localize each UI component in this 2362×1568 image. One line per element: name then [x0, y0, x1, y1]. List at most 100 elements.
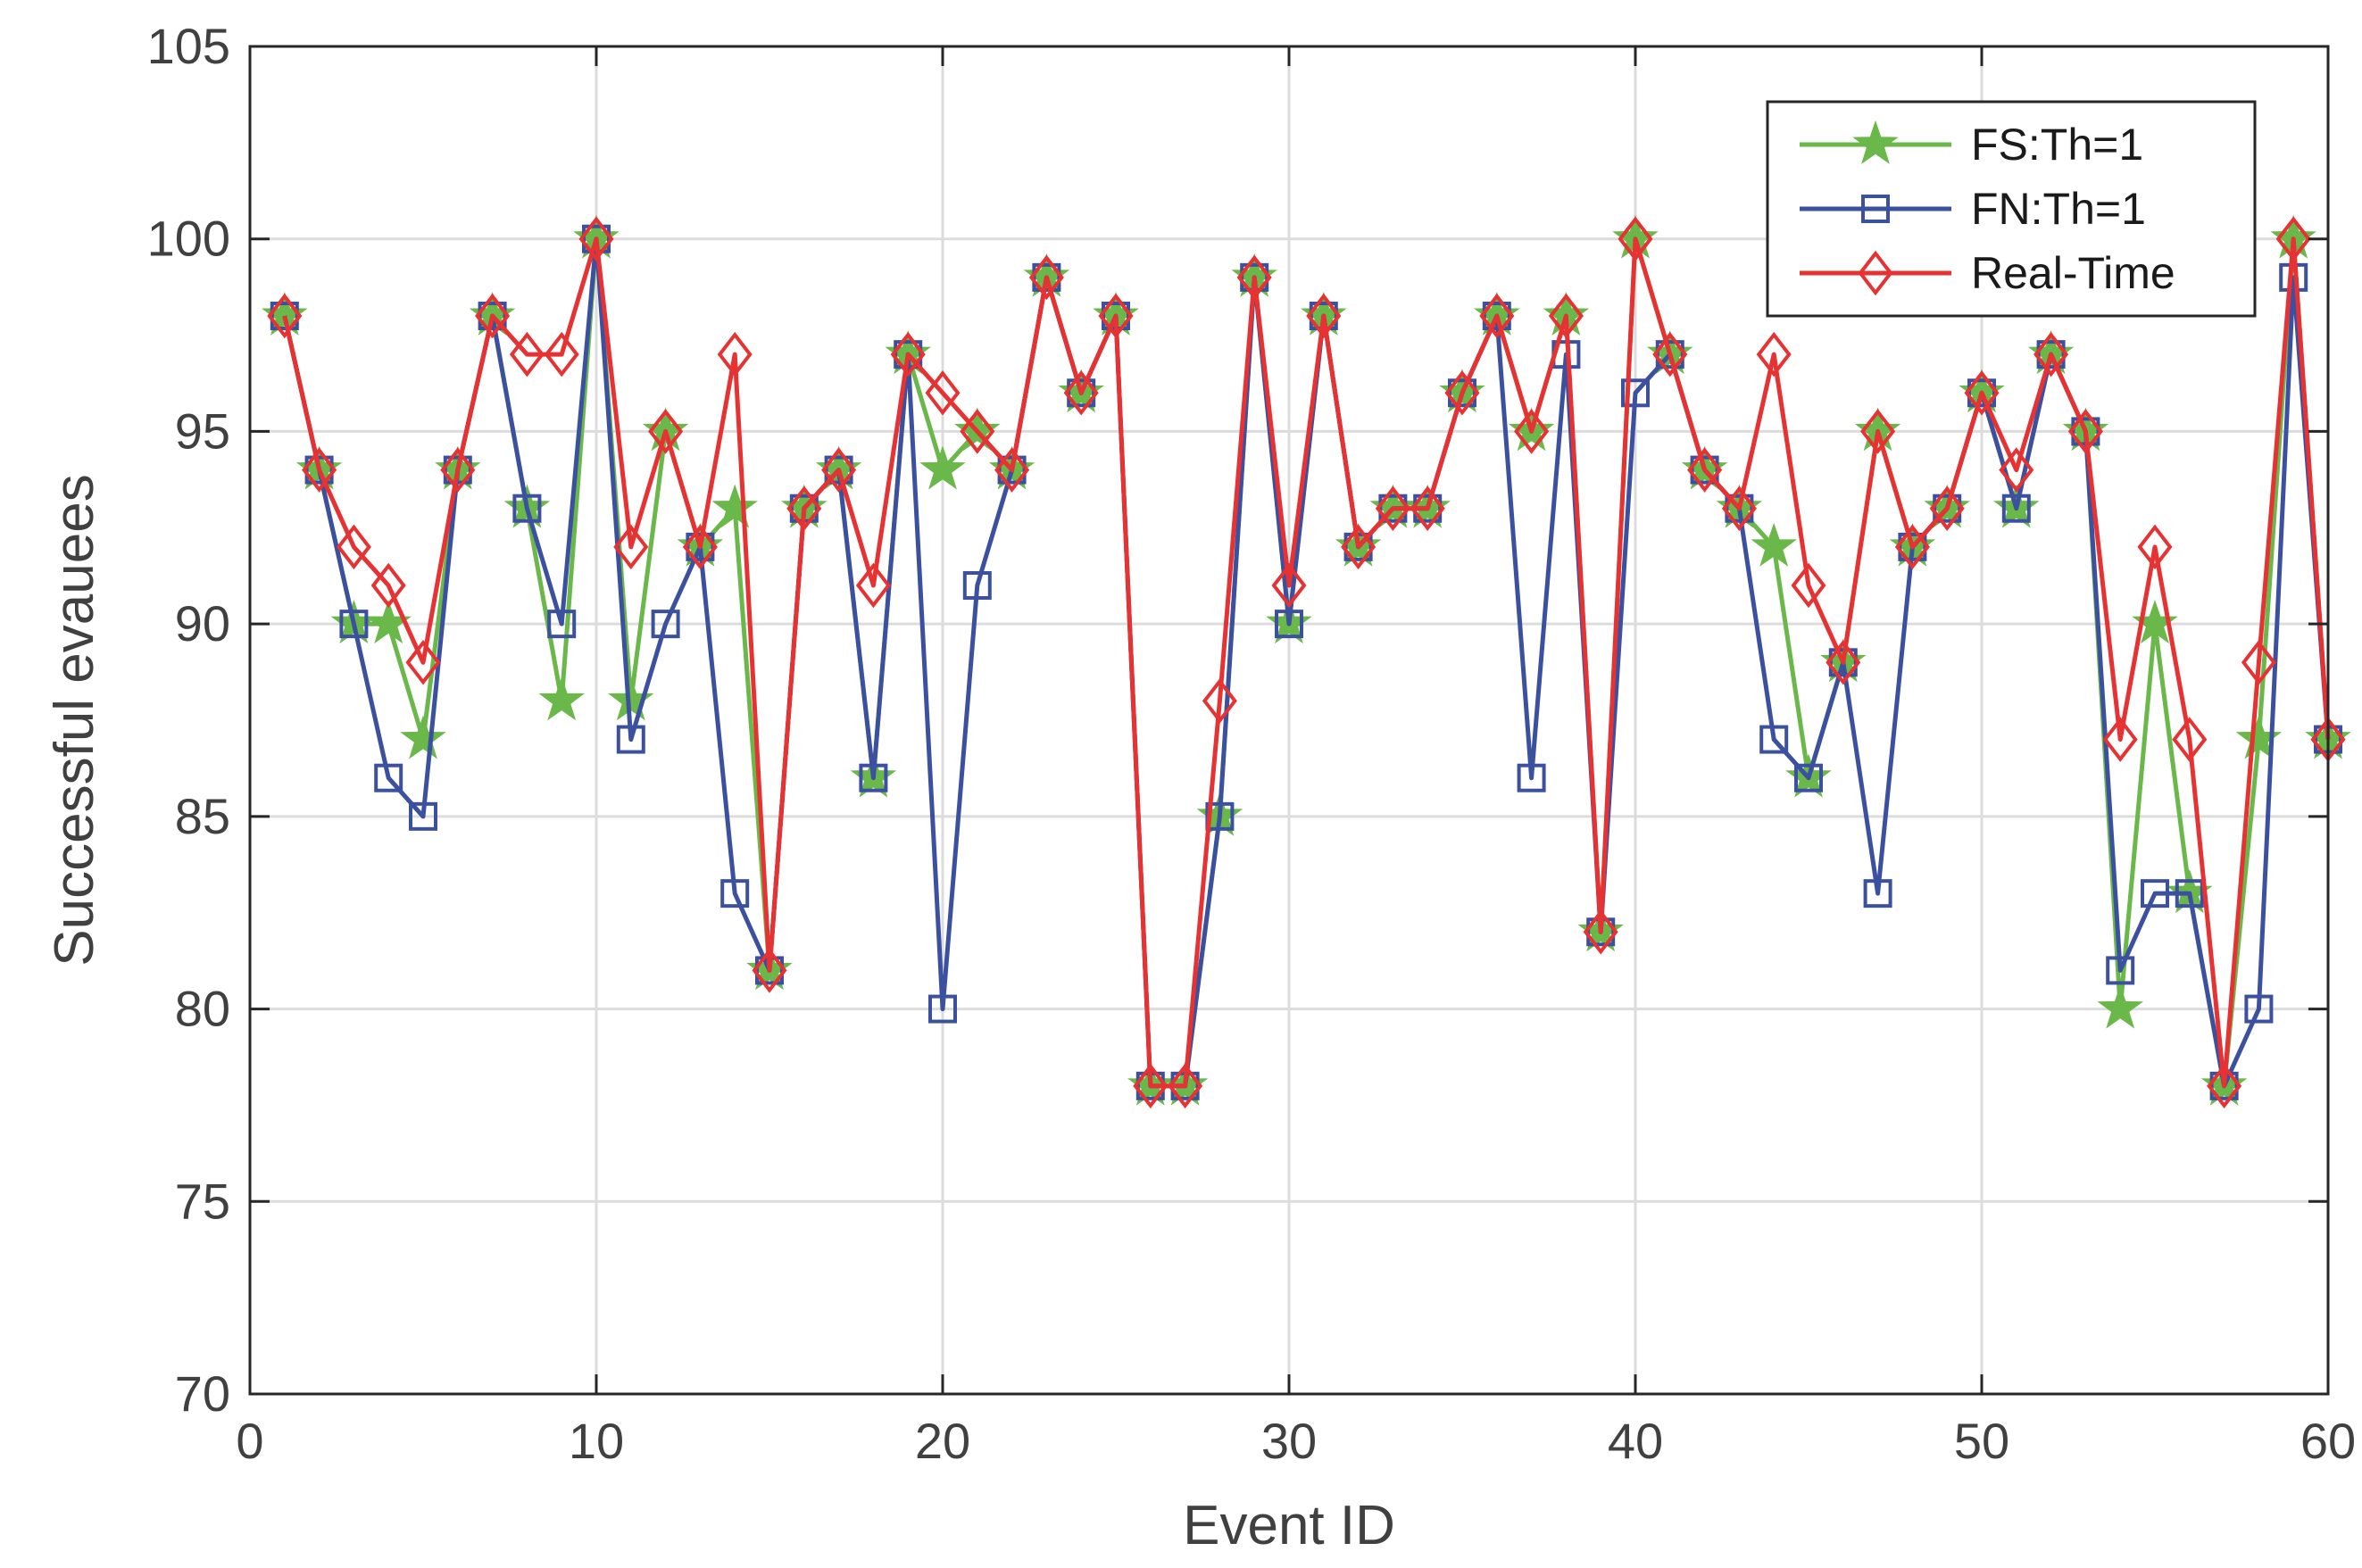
x-tick-label: 50 — [1954, 1413, 2009, 1469]
data-point-diamond — [475, 293, 511, 339]
data-point-square — [1482, 302, 1511, 330]
legend-marker-star — [1852, 120, 1899, 164]
data-point-diamond — [2033, 331, 2069, 377]
data-point-square — [1759, 725, 1789, 754]
data-point-diamond — [1721, 485, 1757, 531]
data-point-diamond — [1341, 524, 1376, 570]
data-point-square — [1794, 763, 1823, 792]
data-point-diamond — [1410, 485, 1445, 531]
x-tick-label: 30 — [1261, 1413, 1317, 1469]
data-point-square — [1967, 378, 1996, 408]
data-point-diamond — [855, 562, 891, 609]
series-line-square — [282, 236, 2331, 1089]
data-point-star — [1751, 522, 1797, 567]
data-point-square — [374, 763, 403, 792]
data-point-diamond — [994, 447, 1030, 493]
series-layer — [262, 214, 2351, 1109]
data-point-diamond — [2067, 409, 2103, 454]
data-point-diamond — [786, 485, 822, 531]
data-point-diamond — [960, 409, 995, 454]
data-point-diamond — [717, 331, 753, 377]
data-point-diamond — [1375, 485, 1410, 531]
data-point-diamond — [1687, 447, 1723, 493]
data-point-square — [2141, 879, 2169, 908]
data-point-diamond — [578, 216, 614, 261]
data-point-square — [962, 571, 992, 600]
legend-marker-diamond — [1858, 250, 1893, 296]
data-point-diamond — [1306, 293, 1342, 339]
data-point-square — [859, 763, 888, 792]
data-point-diamond — [370, 562, 406, 609]
data-point-diamond — [613, 524, 649, 570]
data-point-star — [2132, 600, 2178, 644]
y-tick-label: 95 — [175, 402, 230, 459]
x-axis-title: Event ID — [1183, 1495, 1395, 1556]
x-tick-label: 40 — [1608, 1413, 1663, 1469]
data-point-diamond — [302, 447, 337, 493]
data-point-diamond — [1168, 1063, 1203, 1109]
data-point-square — [1275, 610, 1303, 639]
data-point-diamond — [1583, 909, 1618, 955]
data-point-diamond — [752, 948, 787, 993]
data-point-square — [2036, 340, 2066, 369]
legend-marker-square — [1861, 195, 1890, 223]
data-point-diamond — [1028, 254, 1064, 301]
y-tick-label: 80 — [175, 981, 230, 1037]
y-tick-label: 70 — [175, 1365, 230, 1422]
data-point-diamond — [509, 331, 545, 377]
data-point-diamond — [1444, 370, 1480, 416]
data-point-diamond — [2207, 1063, 2242, 1109]
axis-ticks: 0 10 20 30 40 50 60 70 75 80 85 90 95 100 105 — [147, 18, 2357, 1469]
x-tick-label: 60 — [2300, 1413, 2356, 1469]
data-point-square — [1898, 532, 1927, 561]
data-point-star — [711, 484, 758, 528]
data-point-square — [720, 879, 750, 908]
data-point-square — [1517, 763, 1546, 792]
data-point-diamond — [2275, 216, 2311, 261]
data-point-square — [2175, 879, 2204, 908]
data-point-diamond — [544, 331, 579, 377]
data-point-square — [512, 494, 542, 523]
y-tick-label: 85 — [175, 788, 230, 844]
data-point-square — [928, 994, 957, 1024]
data-point-square — [1448, 378, 1476, 408]
data-point-diamond — [648, 409, 684, 454]
data-point-square — [1863, 879, 1892, 908]
data-point-square — [2001, 494, 2031, 523]
data-point-square — [1933, 494, 1962, 523]
y-tick-label: 100 — [147, 211, 230, 267]
data-point-square — [1621, 378, 1650, 408]
x-tick-label: 0 — [236, 1413, 263, 1469]
data-point-diamond — [2241, 640, 2276, 685]
y-tick-label: 75 — [175, 1173, 230, 1229]
data-point-diamond — [1133, 1063, 1169, 1109]
data-point-square — [824, 455, 853, 485]
data-point-diamond — [1618, 216, 1653, 261]
data-point-diamond — [821, 447, 857, 493]
y-tick-label: 90 — [175, 595, 230, 651]
data-point-diamond — [1202, 678, 1237, 724]
data-point-diamond — [682, 524, 718, 570]
data-point-diamond — [1236, 254, 1272, 301]
data-point-square — [339, 610, 369, 639]
data-point-diamond — [2172, 717, 2208, 762]
data-point-diamond — [1479, 293, 1515, 339]
data-point-diamond — [1063, 370, 1099, 416]
data-point-square — [1725, 494, 1754, 523]
series-diamond — [267, 216, 2346, 1109]
data-point-diamond — [1791, 562, 1826, 609]
data-point-diamond — [2137, 524, 2173, 570]
data-point-diamond — [1548, 293, 1584, 339]
legend-label-diamond: Real-Time — [1971, 248, 2175, 298]
data-point-square — [651, 610, 680, 639]
data-point-square — [547, 610, 577, 639]
x-tick-label: 10 — [569, 1413, 624, 1469]
data-point-diamond — [1929, 485, 1965, 531]
data-point-diamond — [405, 640, 441, 685]
data-point-diamond — [1964, 370, 2000, 416]
legend-label-square: FN:Th=1 — [1971, 184, 2146, 234]
data-point-diamond — [1894, 524, 1930, 570]
data-point-star — [538, 676, 585, 721]
data-point-diamond — [1756, 331, 1792, 377]
